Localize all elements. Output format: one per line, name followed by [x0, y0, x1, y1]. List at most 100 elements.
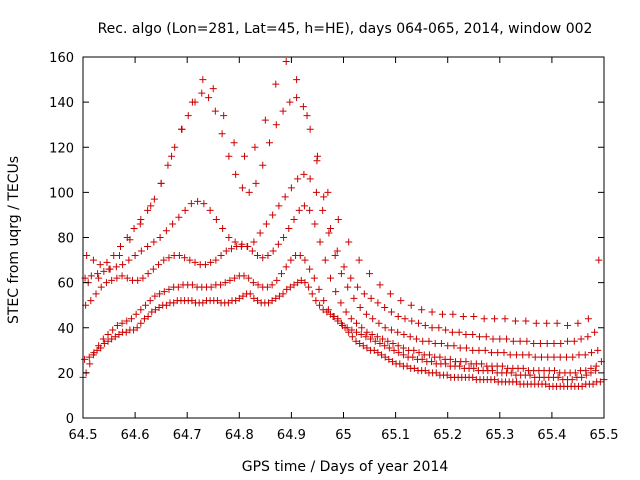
data-point [295, 206, 303, 214]
data-point [399, 351, 407, 359]
data-point [205, 94, 213, 102]
data-point [246, 290, 254, 298]
data-point [381, 324, 389, 332]
data-point [344, 283, 352, 291]
data-point [311, 220, 319, 228]
data-point [280, 234, 288, 241]
data-point [321, 256, 329, 264]
data-point [450, 342, 458, 350]
data-point [296, 252, 304, 260]
data-point [294, 279, 302, 287]
data-point [256, 229, 264, 237]
data-point [150, 238, 158, 246]
data-point [362, 333, 370, 341]
data-point [169, 220, 177, 228]
data-point [390, 346, 398, 354]
data-point [470, 364, 478, 372]
data-point [481, 346, 489, 354]
data-point [522, 317, 530, 325]
data-point [408, 317, 416, 325]
data-point [144, 312, 152, 320]
data-point [312, 297, 320, 305]
data-point [89, 256, 97, 264]
x-axis-label: GPS time / Days of year 2014 [242, 459, 449, 475]
data-point [325, 229, 333, 237]
data-point [250, 294, 258, 302]
data-point [456, 362, 464, 370]
data-point [435, 324, 443, 332]
data-point [421, 321, 429, 329]
x-tick-label: 64.5 [69, 428, 98, 443]
data-point [237, 243, 245, 251]
data-point [475, 333, 483, 341]
data-point [444, 342, 452, 350]
y-tick-label: 160 [49, 51, 74, 66]
data-point [188, 297, 196, 305]
data-point [97, 283, 105, 291]
chart-title: Rec. algo (Lon=281, Lat=45, h=HE), days … [98, 21, 593, 37]
data-point [184, 112, 192, 120]
data-point [594, 346, 602, 354]
data-point [571, 369, 579, 377]
data-point [232, 170, 240, 178]
data-point [102, 279, 110, 287]
data-point [374, 299, 382, 307]
data-point [418, 355, 426, 363]
data-point [187, 200, 195, 208]
data-point [412, 335, 420, 343]
data-point [269, 247, 277, 255]
data-point [462, 331, 470, 339]
data-point [368, 331, 376, 339]
x-tick-label: 64.8 [225, 428, 254, 443]
data-point [337, 270, 345, 278]
data-point [421, 367, 429, 375]
data-point [356, 303, 364, 311]
data-point [186, 256, 194, 264]
data-point [201, 261, 209, 269]
data-point [90, 349, 98, 357]
data-point [286, 98, 294, 106]
data-point [562, 353, 570, 361]
data-point [523, 337, 531, 345]
data-point [334, 215, 342, 223]
data-point [320, 193, 328, 201]
data-point [162, 227, 170, 235]
data-point [142, 301, 150, 309]
data-point [347, 274, 355, 282]
data-point [399, 344, 407, 352]
data-point [326, 224, 334, 232]
data-point [354, 283, 362, 291]
data-point [282, 263, 290, 271]
data-point [509, 337, 517, 345]
data-point [283, 285, 291, 293]
data-point [553, 319, 561, 327]
data-point [293, 94, 301, 102]
data-point [155, 303, 163, 311]
data-point [582, 371, 590, 379]
data-point [157, 179, 165, 187]
data-point [320, 297, 328, 305]
data-point [375, 319, 383, 327]
data-point [316, 238, 324, 246]
data-point [301, 279, 309, 287]
data-point [282, 58, 290, 66]
data-point [130, 224, 138, 232]
data-point [108, 335, 116, 343]
data-point [148, 308, 156, 316]
data-point [123, 274, 131, 282]
data-point [589, 380, 597, 388]
data-point [352, 337, 360, 345]
data-point [478, 360, 486, 368]
data-point [175, 252, 183, 260]
data-point [83, 252, 91, 260]
data-point [557, 340, 565, 348]
data-point [245, 188, 253, 196]
data-point [550, 353, 558, 361]
data-markers [79, 58, 608, 390]
data-point [367, 294, 375, 302]
x-tick-label: 64.6 [121, 428, 150, 443]
data-point [275, 202, 283, 210]
data-point [324, 306, 332, 314]
data-point [125, 256, 133, 264]
data-point [251, 143, 259, 151]
